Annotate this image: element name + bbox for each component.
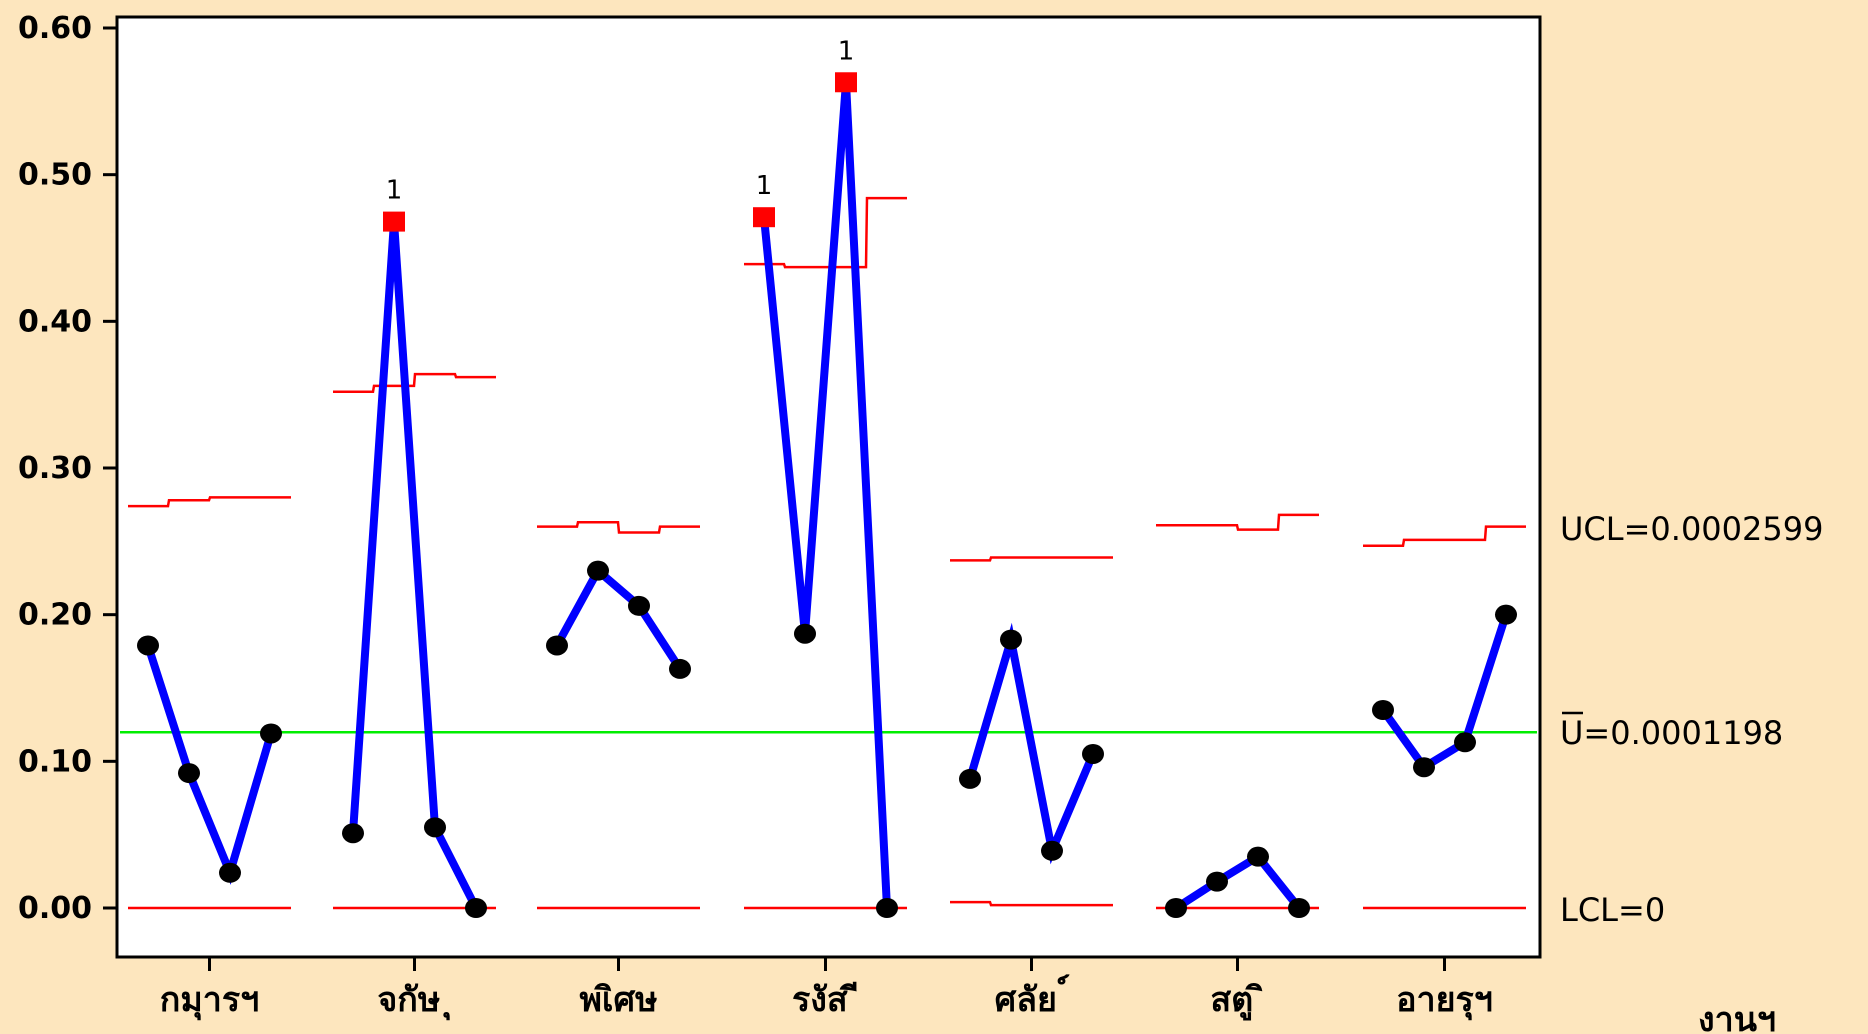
data-point: [876, 898, 898, 918]
data-point: [669, 658, 691, 679]
series-line: [349, 221, 480, 910]
control-limits: [120, 196, 1537, 910]
ucl-step-line: [333, 372, 496, 393]
data-point: [1247, 846, 1269, 867]
out-of-control-annotation: 1: [838, 36, 855, 66]
x-tick-label: พเิศษ: [579, 980, 657, 1020]
data-point: [219, 862, 241, 883]
series-line: [1173, 851, 1303, 912]
out-of-control-point: [835, 72, 857, 93]
y-tick-label: 0.00: [18, 891, 92, 926]
data-point: [587, 560, 609, 581]
ucl-step-line: [950, 556, 1113, 562]
ucl-step-line: [1363, 525, 1526, 547]
series-line: [760, 81, 891, 909]
lcl-step-line: [950, 900, 1113, 907]
data-point: [1454, 732, 1476, 753]
axes: กมุารฯ จกัษ ุ พเิศษ รงัส ี ศลัย ์ สตู ิ อายรุฯ…: [18, 11, 1493, 1021]
series-line: [144, 644, 275, 885]
x-tick-label: จกัษ ุ: [377, 980, 451, 1021]
out-of-control-annotation: 1: [386, 176, 403, 206]
x-tick-label: ศลัย ์: [995, 974, 1071, 1020]
x-tick-label: กมุารฯ: [160, 980, 259, 1021]
data-point: [424, 817, 446, 838]
x-tick-label: รงัส ี: [792, 980, 859, 1020]
out-of-control-point: [383, 211, 405, 232]
data-point: [1413, 757, 1435, 778]
ucl-label: UCL=0.0002599: [1560, 510, 1823, 548]
data-point: [959, 768, 981, 789]
data-point: [1206, 871, 1228, 892]
out-of-control-point: [753, 207, 775, 228]
data-point: [1372, 700, 1394, 720]
lcl-label: LCL=0: [1560, 891, 1665, 929]
ucl-step-line: [744, 196, 907, 269]
data-point: [628, 595, 650, 616]
y-tick-label: 0.40: [18, 304, 92, 339]
data-point: [342, 823, 364, 844]
data-point: [1288, 898, 1310, 918]
x-axis-label: งานฯ: [1698, 1000, 1776, 1034]
data-point: [1082, 744, 1104, 764]
data-point: [546, 635, 568, 656]
series-line: [553, 564, 684, 672]
ucl-step-line: [537, 521, 700, 534]
data-point: [1495, 604, 1517, 625]
data-point: [465, 898, 487, 918]
y-tick-label: 0.20: [18, 598, 92, 633]
series-line: [966, 622, 1097, 865]
ucl-step-line: [128, 496, 291, 508]
plot-area: [115, 15, 1542, 959]
data-point: [260, 723, 282, 744]
data-point: [794, 623, 816, 644]
center-line-label: U=0.0001198: [1560, 714, 1783, 752]
y-tick-label: 0.30: [18, 451, 92, 486]
series-line: [1379, 613, 1510, 773]
data-point: [178, 763, 200, 784]
data-point: [1041, 840, 1063, 861]
data-point: [1165, 898, 1187, 918]
y-tick-label: 0.60: [18, 11, 92, 46]
x-tick-label: สตู ิ: [1210, 980, 1264, 1021]
x-tick-label: อายรุฯ: [1396, 980, 1493, 1021]
data-point: [137, 635, 159, 656]
data-series: 1 1 1: [137, 36, 1517, 918]
out-of-control-annotation: 1: [756, 171, 773, 201]
y-tick-label: 0.50: [18, 158, 92, 193]
y-tick-label: 0.10: [18, 744, 92, 779]
data-point: [1000, 629, 1022, 650]
ucl-step-line: [1156, 513, 1319, 531]
